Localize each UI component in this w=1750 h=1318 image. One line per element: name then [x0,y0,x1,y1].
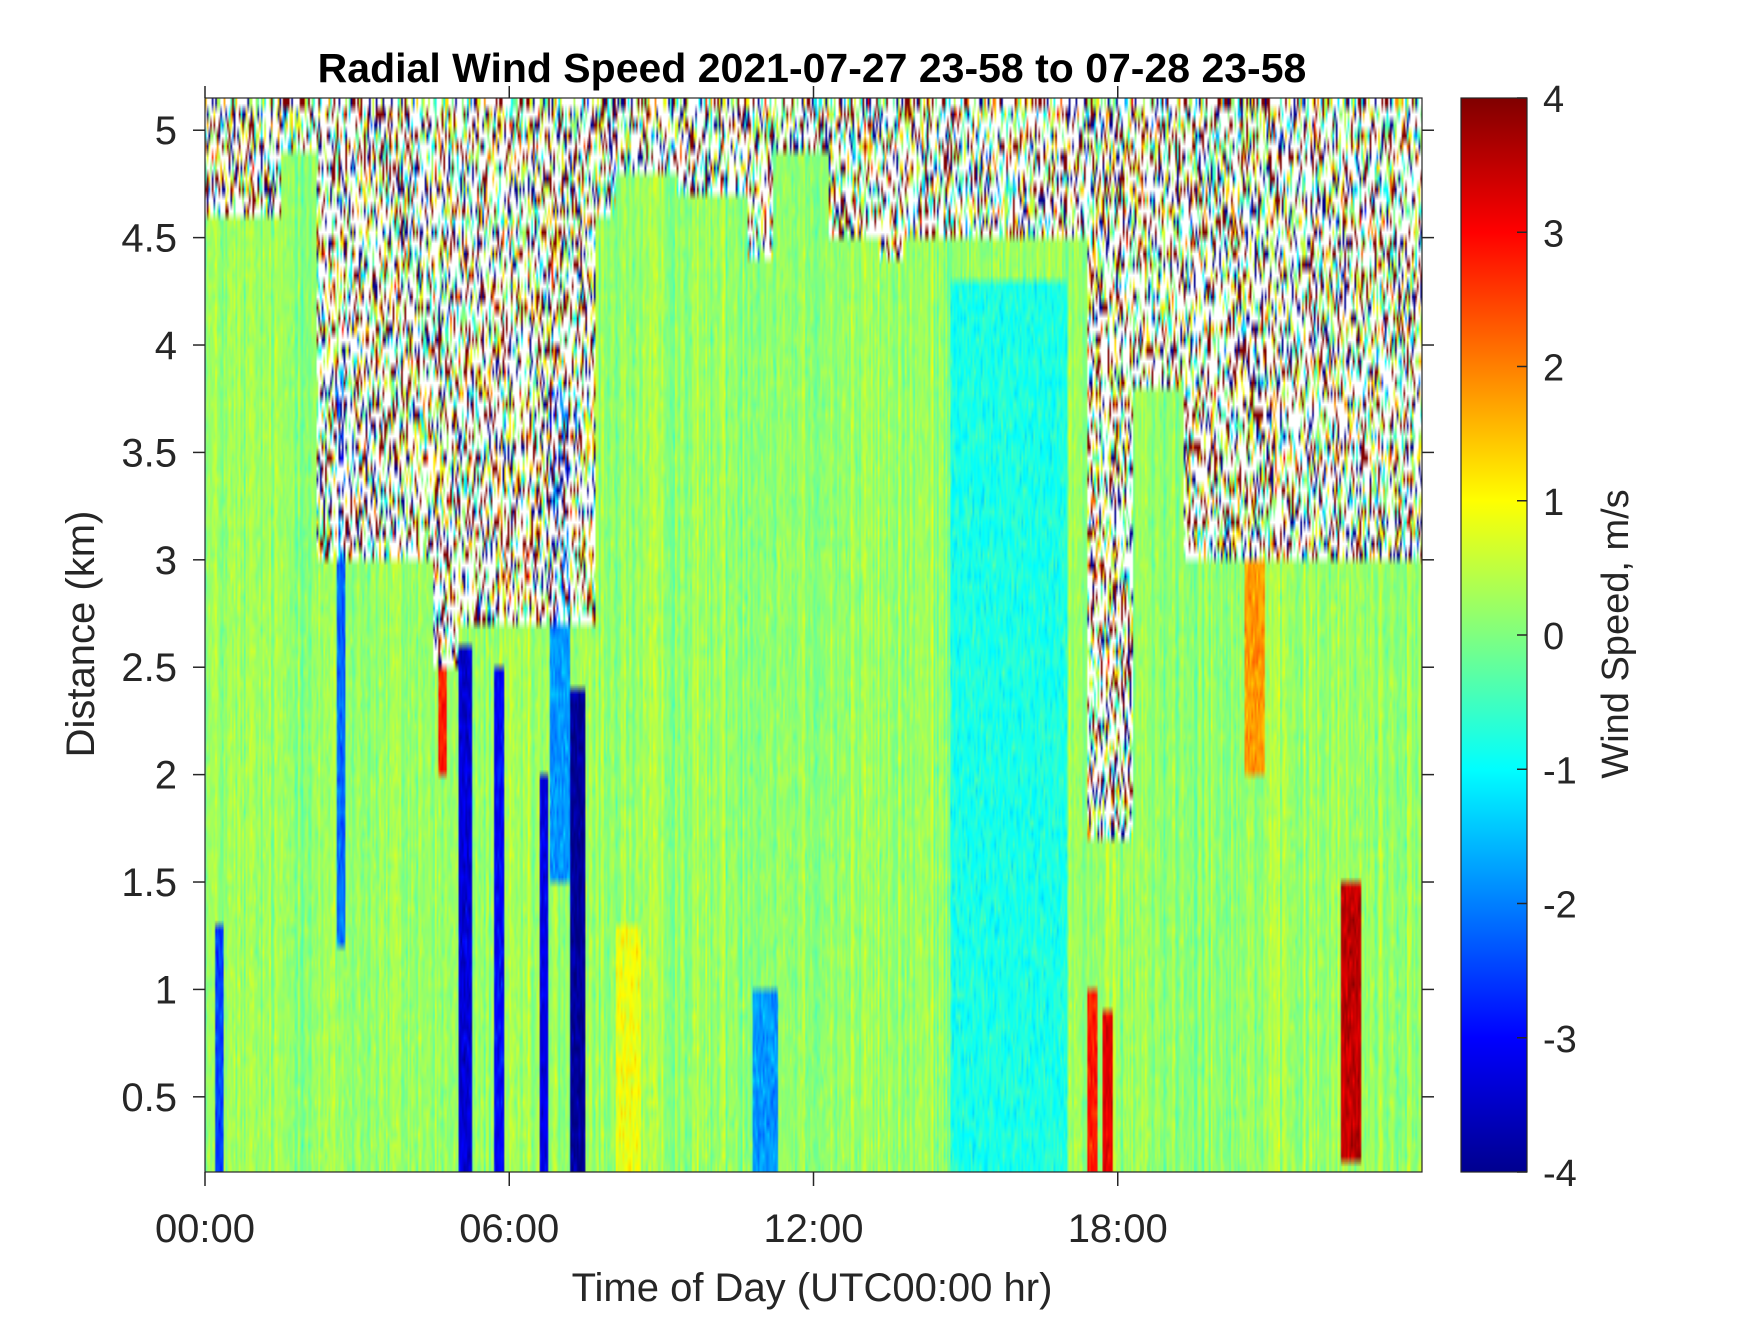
x-tick-label: 18:00 [1068,1207,1168,1251]
y-tick-label: 1.5 [121,861,177,905]
x-tick-label: 00:00 [155,1207,255,1251]
colorbar-tick-label: -3 [1543,1019,1577,1061]
y-tick-label: 4.5 [121,217,177,261]
colorbar-tick-label: -2 [1543,885,1577,927]
colorbar-tick-label: 1 [1543,482,1564,524]
heatmap-image [205,98,1422,1172]
y-tick-label: 3 [155,539,177,583]
y-axis-label: Distance (km) [59,511,103,758]
colorbar-ticks: 4 3 2 1 0 -1 -2 -3 -4 [1517,79,1577,1195]
x-tick-label: 12:00 [763,1207,863,1251]
x-axis-ticks: 00:00 06:00 12:00 18:00 [155,86,1168,1251]
x-tick-label: 06:00 [459,1207,559,1251]
y-tick-label: 1 [155,968,177,1012]
y-tick-label: 2.5 [121,646,177,690]
x-axis-label: Time of Day (UTC00:00 hr) [572,1266,1053,1310]
colorbar-tick-label: -1 [1543,750,1577,792]
y-tick-label: 0.5 [121,1076,177,1120]
colorbar-tick-label: 3 [1543,213,1564,255]
y-tick-label: 3.5 [121,431,177,475]
y-tick-label: 4 [155,324,177,368]
colorbar-tick-label: 0 [1543,616,1564,658]
y-tick-label: 2 [155,754,177,798]
chart-title: Radial Wind Speed 2021-07-27 23-58 to 07… [318,45,1307,91]
colorbar-tick-label: 2 [1543,348,1564,390]
colorbar-label: Wind Speed, m/s [1595,489,1637,778]
y-axis-ticks: 0.5 1 1.5 2 2.5 3 3.5 4 4.5 5 [121,109,1434,1120]
colorbar-tick-label: 4 [1543,79,1564,121]
colorbar-tick-label: -4 [1543,1153,1577,1195]
y-tick-label: 5 [155,109,177,153]
